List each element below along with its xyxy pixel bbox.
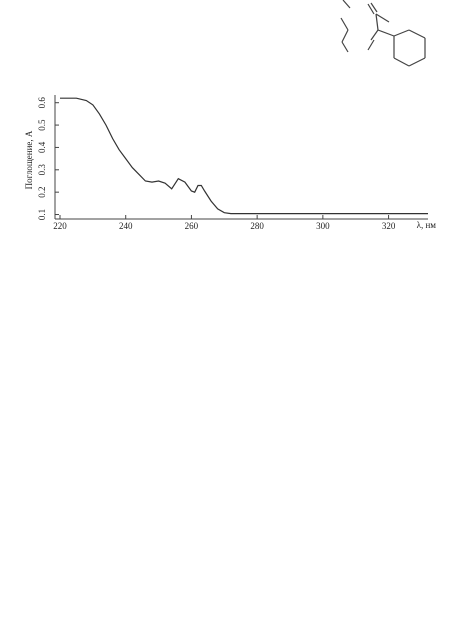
y-tick-label: 0.5 [37, 119, 47, 131]
x-tick-label: 220 [53, 221, 67, 231]
y-tick-label: 0.6 [37, 97, 47, 109]
x-tick-label: 280 [250, 221, 264, 231]
x-axis-label: λ, нм [417, 220, 437, 230]
x-tick-label: 300 [316, 221, 330, 231]
x-tick-label: 240 [119, 221, 133, 231]
x-tick-label: 260 [185, 221, 199, 231]
y-axis-label: Поглощение, А [24, 130, 34, 189]
y-tick-label: 0.2 [37, 187, 47, 198]
spectrum-line [60, 97, 428, 215]
y-tick-label: 0.1 [37, 209, 47, 220]
molecule-structure [340, 0, 426, 67]
y-tick-label: 0.4 [37, 141, 47, 153]
x-tick-label: 320 [382, 221, 396, 231]
y-tick-label: 0.3 [37, 164, 47, 176]
